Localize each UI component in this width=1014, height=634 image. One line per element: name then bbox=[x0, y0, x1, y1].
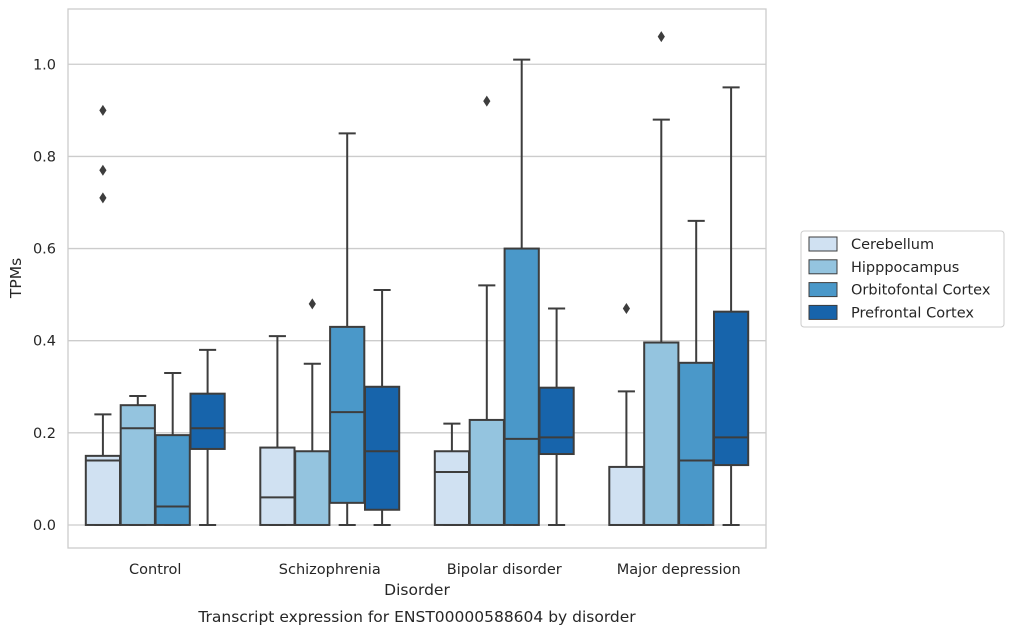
y-tick-label: 1.0 bbox=[33, 57, 56, 73]
box-group bbox=[503, 58, 540, 526]
box bbox=[468, 418, 505, 526]
x-tick-label: Major depression bbox=[617, 562, 741, 578]
figure-caption: Transcript expression for ENST0000058860… bbox=[197, 608, 636, 626]
y-tick-labels: 0.0 0.2 0.4 0.6 0.8 1.0 bbox=[33, 57, 56, 534]
legend-label: Orbitofontal Cortex bbox=[851, 283, 991, 299]
box bbox=[538, 386, 575, 456]
box bbox=[608, 465, 645, 526]
box-group bbox=[678, 219, 715, 526]
box-group bbox=[189, 348, 226, 526]
y-tick-label: 0.0 bbox=[33, 518, 56, 534]
box bbox=[363, 385, 401, 511]
outlier-point bbox=[308, 298, 316, 310]
box-group bbox=[433, 422, 471, 526]
box bbox=[678, 361, 715, 526]
legend-swatch bbox=[808, 304, 838, 320]
box-group bbox=[119, 394, 156, 526]
y-tick-label: 0.2 bbox=[33, 426, 56, 442]
box-group bbox=[643, 31, 680, 526]
y-tick-label: 0.4 bbox=[33, 334, 56, 350]
outlier-point bbox=[99, 192, 107, 204]
x-axis-label: Disorder bbox=[384, 581, 450, 599]
legend: Cerebellum Hipppocampus Orbitofontal Corte… bbox=[800, 230, 1005, 328]
box-group bbox=[363, 289, 401, 526]
box-group bbox=[154, 371, 191, 526]
box bbox=[503, 247, 540, 526]
box bbox=[154, 434, 191, 526]
box bbox=[712, 310, 750, 467]
box-group bbox=[468, 95, 505, 526]
outlier-point bbox=[99, 104, 107, 116]
box bbox=[643, 341, 680, 526]
y-tick-label: 0.8 bbox=[33, 149, 56, 165]
boxes bbox=[84, 31, 750, 526]
box-group bbox=[712, 86, 750, 526]
outlier-point bbox=[657, 31, 665, 43]
legend-swatch bbox=[808, 236, 838, 252]
box bbox=[294, 450, 331, 526]
legend-swatch bbox=[808, 259, 838, 275]
y-axis-label: TPMs bbox=[7, 258, 25, 299]
legend-frame bbox=[800, 230, 1005, 328]
x-tick-labels: Control Schizophrenia Bipolar disorder Majo… bbox=[129, 562, 741, 578]
legend-swatch bbox=[808, 282, 838, 298]
box bbox=[433, 450, 471, 526]
outlier-point bbox=[622, 302, 630, 314]
legend-label: Cerebellum bbox=[851, 237, 934, 253]
box bbox=[259, 446, 296, 526]
y-tick-label: 0.6 bbox=[33, 242, 56, 258]
legend-label: Hipppocampus bbox=[851, 260, 959, 276]
x-tick-label: Bipolar disorder bbox=[447, 562, 562, 578]
legend-label: Prefrontal Cortex bbox=[851, 305, 974, 321]
box bbox=[189, 392, 226, 450]
box-group bbox=[84, 104, 122, 526]
box bbox=[329, 325, 366, 504]
outlier-point bbox=[483, 95, 491, 107]
box bbox=[84, 454, 122, 526]
box bbox=[119, 404, 156, 526]
x-tick-label: Control bbox=[129, 562, 181, 578]
x-tick-label: Schizophrenia bbox=[279, 562, 381, 578]
box-group bbox=[329, 132, 366, 526]
box-group bbox=[294, 298, 331, 526]
outlier-point bbox=[99, 164, 107, 176]
box-group bbox=[538, 307, 575, 526]
